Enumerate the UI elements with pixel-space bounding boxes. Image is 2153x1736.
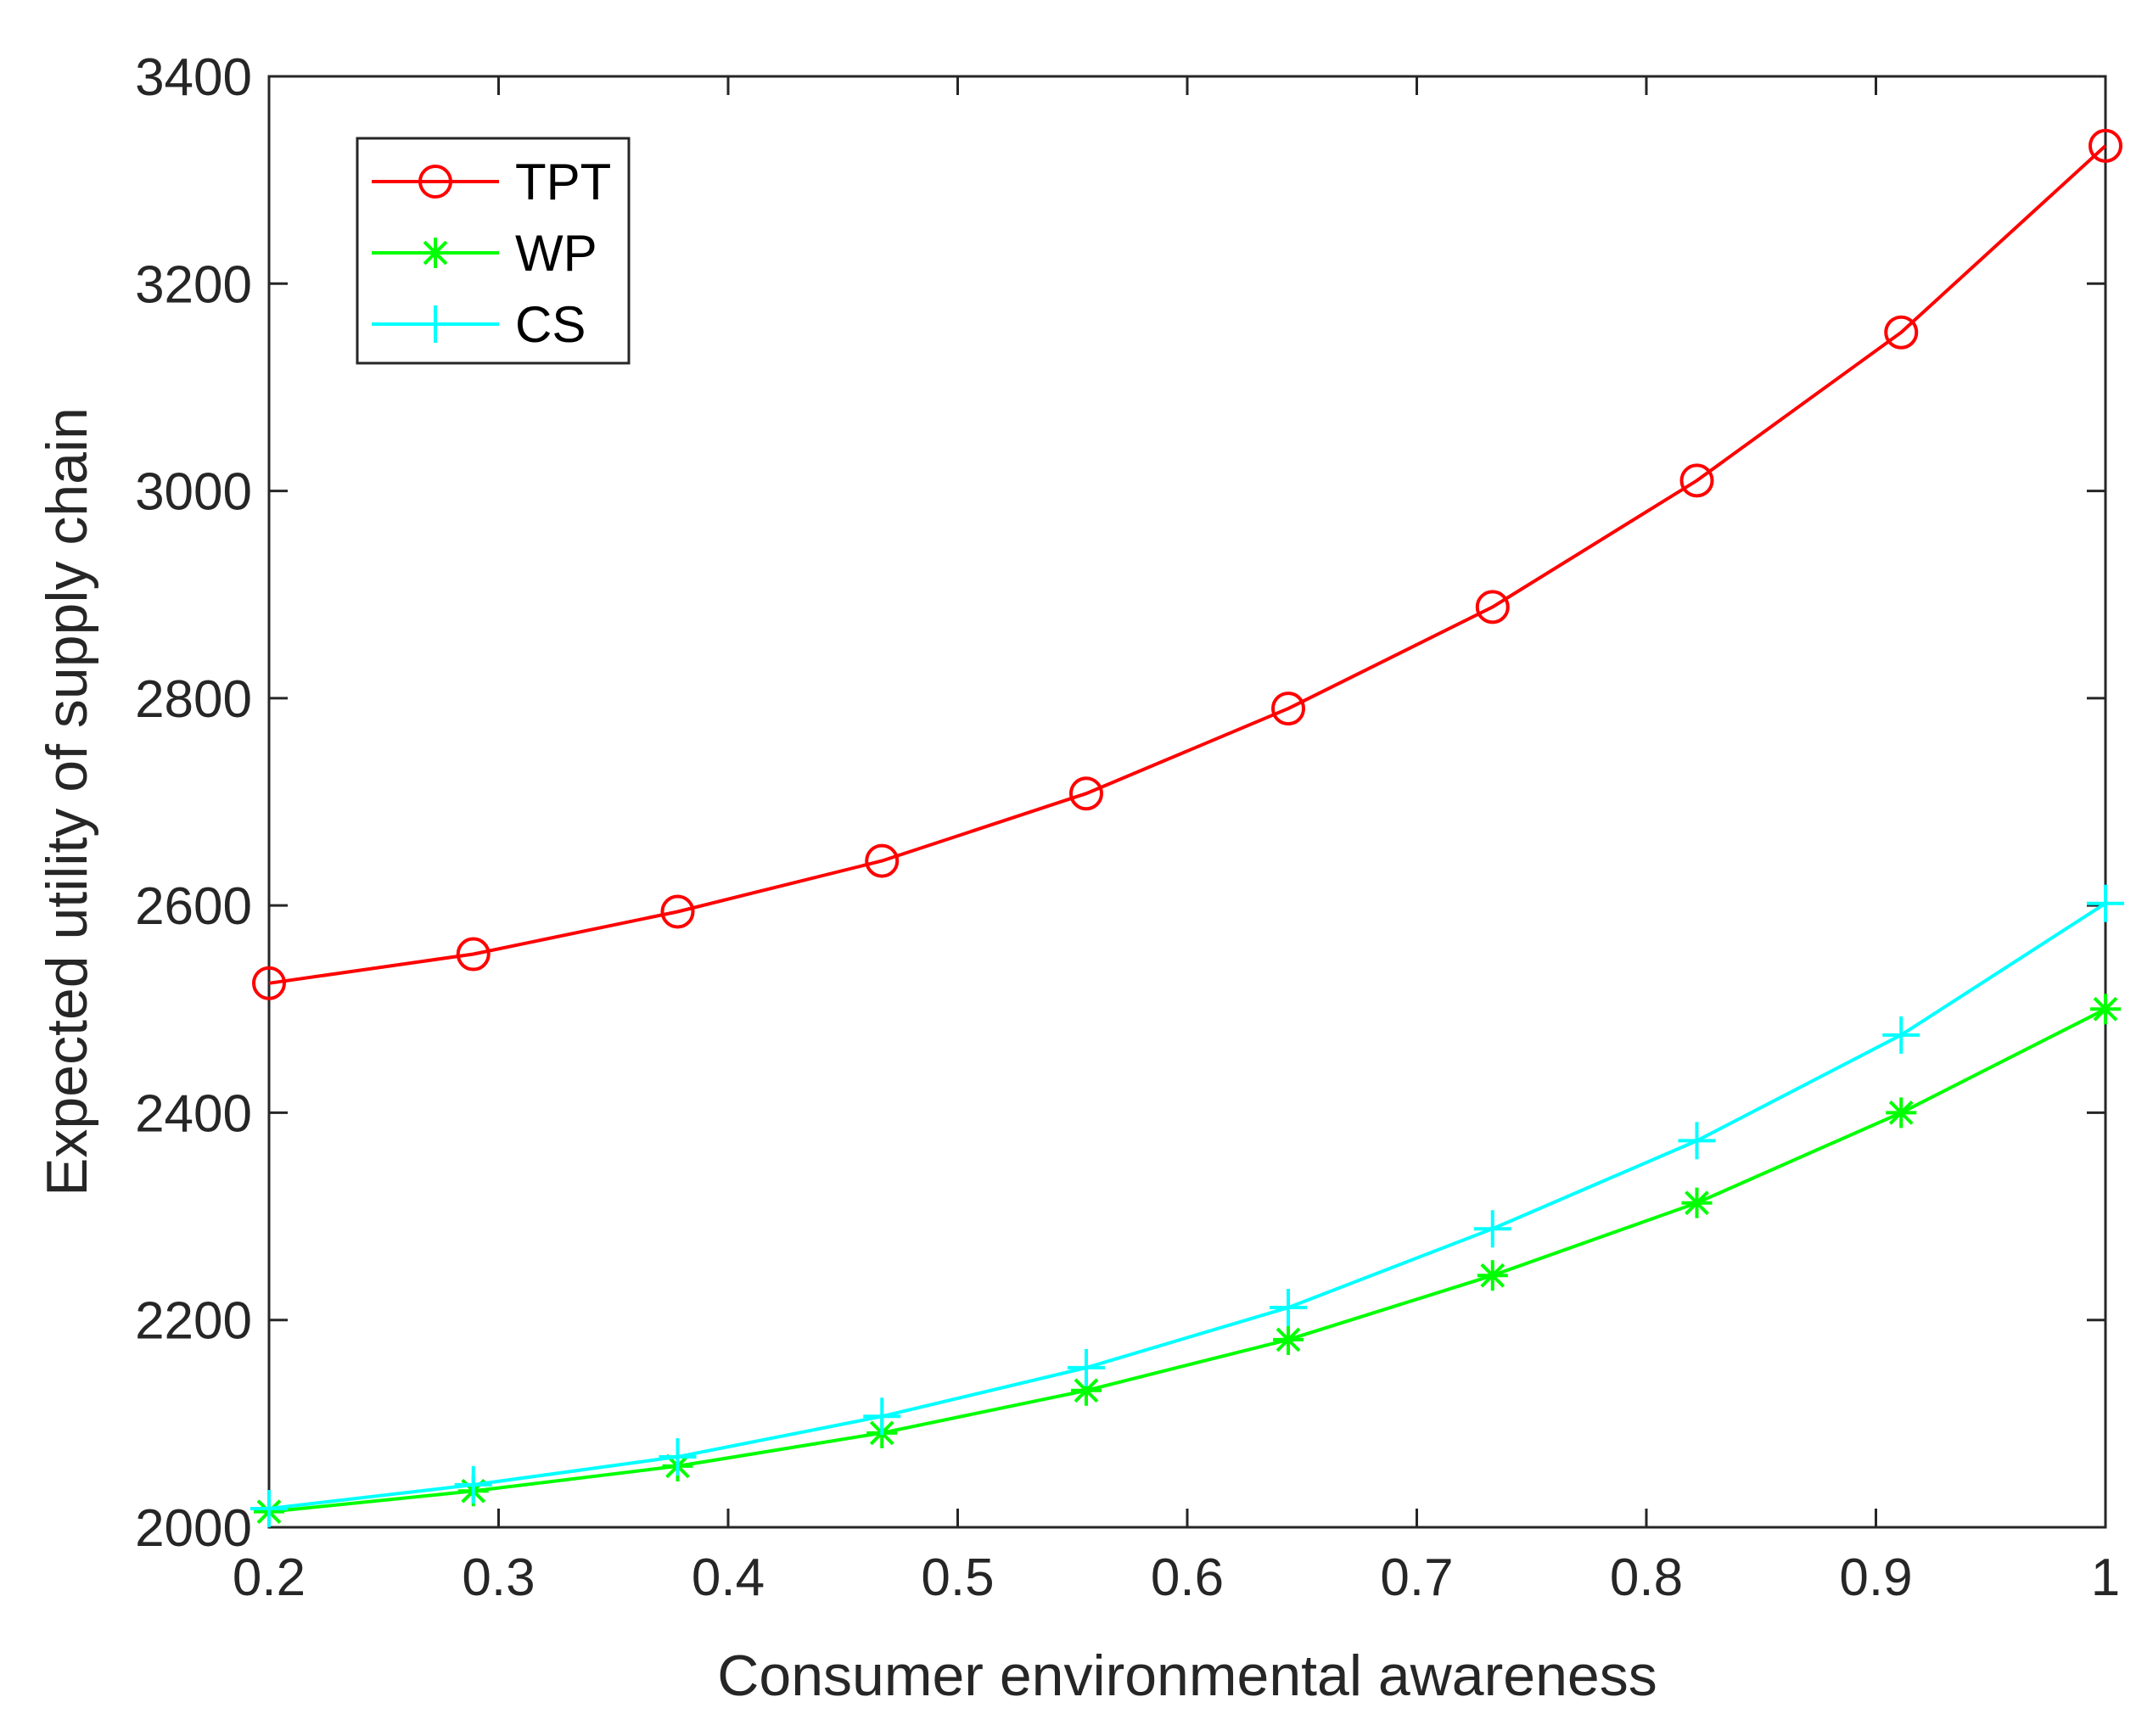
x-tick-label: 0.4 bbox=[692, 1548, 765, 1607]
marker-stroke bbox=[1888, 1100, 1914, 1125]
x-tick-label: 0.8 bbox=[1610, 1548, 1683, 1607]
y-tick-label: 2000 bbox=[135, 1499, 252, 1558]
legend-marker-tpt bbox=[418, 165, 452, 199]
series-tpt-line bbox=[268, 144, 2107, 985]
series-tpt-point bbox=[865, 843, 900, 878]
x-axis: 0.2 0.3 0.4 0.5 0.6 0.7 0.8 0.9 1 bbox=[233, 76, 2120, 1607]
series-cs-point bbox=[863, 1397, 901, 1436]
y-tick-label: 2800 bbox=[135, 670, 252, 729]
legend-label-wp: WP bbox=[515, 225, 597, 282]
series-wp-line bbox=[268, 1007, 2106, 1514]
series-wp-point bbox=[2090, 994, 2121, 1025]
marker-stroke bbox=[2093, 996, 2118, 1022]
series-tpt-point bbox=[1271, 692, 1306, 726]
legend-label-cs: CS bbox=[515, 296, 586, 353]
series-wp-point bbox=[1886, 1097, 1917, 1128]
marker-stroke bbox=[1685, 1190, 1709, 1216]
series-cs-point bbox=[659, 1437, 697, 1476]
marker-stroke bbox=[1480, 1263, 1505, 1288]
series-tpt-point bbox=[252, 966, 286, 1000]
x-tick-label: 1 bbox=[2091, 1548, 2120, 1607]
series-wp-point bbox=[1273, 1324, 1304, 1355]
series-wp-point bbox=[1477, 1260, 1508, 1291]
series-tpt bbox=[252, 128, 2122, 1000]
marker-stroke bbox=[1276, 1327, 1301, 1352]
legend-label-tpt: TPT bbox=[515, 154, 611, 210]
x-tick-label: 0.3 bbox=[462, 1548, 535, 1607]
y-tick-label: 2200 bbox=[135, 1292, 252, 1351]
series-cs-point bbox=[250, 1490, 288, 1528]
series-cs-point bbox=[454, 1465, 492, 1504]
marker-stroke bbox=[423, 240, 448, 266]
series-cs-point bbox=[1473, 1210, 1511, 1248]
y-tick-label: 3200 bbox=[135, 255, 252, 314]
legend-marker-wp bbox=[420, 238, 451, 268]
x-tick-label: 0.7 bbox=[1380, 1548, 1453, 1607]
series-tpt-point bbox=[660, 894, 695, 929]
series-cs-point bbox=[1067, 1348, 1105, 1386]
series-tpt-point bbox=[1679, 463, 1714, 498]
series-cs-point bbox=[1882, 1016, 1920, 1054]
x-tick-label: 0.2 bbox=[233, 1548, 306, 1607]
series-cs-line bbox=[268, 902, 2107, 1510]
series-tpt-point bbox=[2089, 128, 2122, 163]
series-tpt-point bbox=[1884, 315, 1919, 350]
x-tick-label: 0.9 bbox=[1839, 1548, 1912, 1607]
series-wp-point bbox=[1681, 1187, 1713, 1218]
x-axis-label: Consumer environmental awareness bbox=[717, 1644, 1657, 1708]
series-tpt-point bbox=[1475, 590, 1510, 624]
y-tick-label: 2600 bbox=[135, 877, 252, 936]
marker-stroke bbox=[1074, 1378, 1099, 1403]
y-axis-label: Expected utility of supply chain bbox=[35, 407, 99, 1196]
series-cs-point bbox=[2087, 884, 2124, 922]
series-cs-point bbox=[1270, 1289, 1308, 1327]
y-tick-label: 3400 bbox=[135, 48, 252, 107]
series-tpt-point bbox=[456, 937, 491, 972]
x-tick-label: 0.6 bbox=[1151, 1548, 1224, 1607]
x-tick-label: 0.5 bbox=[921, 1548, 994, 1607]
series-cs bbox=[250, 884, 2124, 1528]
legend-item-tpt: TPT bbox=[372, 154, 611, 210]
legend-item-cs: CS bbox=[372, 296, 586, 353]
series-tpt-point bbox=[1068, 776, 1103, 811]
legend-marker-cs bbox=[417, 305, 454, 343]
y-tick-label: 3000 bbox=[135, 463, 252, 522]
y-tick-label: 2400 bbox=[135, 1084, 252, 1143]
legend: TPT WP CS bbox=[356, 137, 631, 365]
series-layer bbox=[250, 128, 2124, 1528]
series-wp-point bbox=[1070, 1375, 1102, 1406]
y-axis: 2000 2200 2400 2600 2800 3000 3200 3400 bbox=[135, 48, 2105, 1558]
series-cs-point bbox=[1678, 1122, 1716, 1160]
legend-item-wp: WP bbox=[372, 225, 597, 282]
